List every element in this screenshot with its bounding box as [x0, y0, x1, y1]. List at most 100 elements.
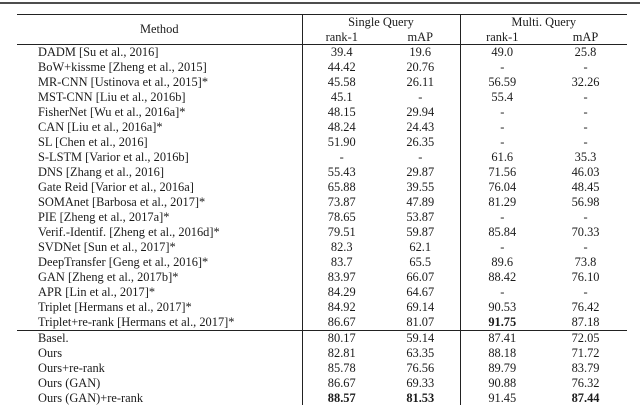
value-cell: 26.11	[381, 75, 461, 90]
value-cell: 29.87	[381, 165, 461, 180]
value-cell: 83.97	[327, 270, 356, 284]
column-header-single-rank1: rank-1	[302, 29, 381, 45]
method-cell: MST-CNN [Liu et al., 2016b]	[17, 90, 303, 105]
method-cell: SOMAnet [Barbosa et al., 2017]*	[17, 195, 303, 210]
value-cell: 76.32	[571, 376, 600, 390]
method-cell: Basel.	[17, 330, 303, 346]
value-cell: 56.59	[488, 75, 517, 89]
results-table: Method Single Query Multi. Query rank-1 …	[17, 14, 628, 405]
value-cell: -	[583, 135, 588, 149]
method-cell: DADM [Su et al., 2016]	[17, 44, 303, 60]
method-cell: DNS [Zhang et al., 2016]	[17, 165, 303, 180]
value-cell: 55.4	[491, 90, 514, 104]
value-cell: 89.6	[491, 255, 514, 269]
method-cell: Ours	[17, 346, 303, 361]
value-cell: 81.53	[381, 391, 461, 405]
value-cell: 55.43	[327, 165, 356, 179]
value-cell: -	[500, 135, 505, 149]
value-cell: 49.0	[491, 45, 514, 59]
table-row: MST-CNN [Liu et al., 2016b] 45.1 - 55.4 -	[17, 90, 627, 105]
value-cell: 76.04	[488, 180, 517, 194]
value-cell: 81.29	[488, 195, 517, 209]
table-row: Verif.-Identif. [Zheng et al., 2016d]* 79…	[17, 225, 627, 240]
value-cell: 59.14	[381, 330, 461, 346]
value-cell: 86.67	[327, 376, 356, 390]
value-cell: -	[583, 60, 588, 74]
value-cell: 85.84	[488, 225, 517, 239]
table-row: GAN [Zheng et al., 2017b]* 83.97 66.07 88.4…	[17, 270, 627, 285]
value-cell: 29.94	[381, 105, 461, 120]
value-cell: 65.88	[327, 180, 356, 194]
value-cell: 87.41	[460, 330, 545, 346]
value-cell: 26.35	[381, 135, 461, 150]
value-cell: 39.55	[381, 180, 461, 195]
value-cell: 73.87	[327, 195, 356, 209]
method-cell: S-LSTM [Varior et al., 2016b]	[17, 150, 303, 165]
value-cell: -	[500, 105, 505, 119]
value-cell: -	[500, 210, 505, 224]
value-cell: 45.58	[327, 75, 356, 89]
value-cell: 76.10	[571, 270, 600, 284]
value-cell: 84.92	[327, 300, 356, 314]
value-cell: -	[583, 120, 588, 134]
table-row: CAN [Liu et al., 2016a]* 48.24 24.43 - -	[17, 120, 627, 135]
table-row: BoW+kissme [Zheng et al., 2015] 44.42 20.7…	[17, 60, 627, 75]
value-cell: 76.42	[571, 300, 600, 314]
value-cell: -	[583, 285, 588, 299]
method-cell: Ours (GAN)	[17, 376, 303, 391]
table-row: APR [Lin et al., 2017]* 84.29 64.67 - -	[17, 285, 627, 300]
value-cell: 24.43	[381, 120, 461, 135]
method-cell: Ours (GAN)+re-rank	[17, 391, 303, 405]
column-header-method: Method	[17, 14, 303, 45]
value-cell: 51.90	[327, 135, 356, 149]
value-cell: 84.29	[327, 285, 356, 299]
value-cell: 82.3	[330, 240, 353, 254]
value-cell: 48.24	[327, 120, 356, 134]
value-cell: 63.35	[381, 346, 461, 361]
value-cell: -	[583, 105, 588, 119]
value-cell: 78.65	[327, 210, 356, 224]
value-cell: 88.18	[488, 346, 517, 360]
table-row: Ours+re-rank 85.78 76.56 89.79 83.79	[17, 361, 627, 376]
method-cell: APR [Lin et al., 2017]*	[17, 285, 303, 300]
value-cell: 91.75	[488, 315, 517, 329]
table-row: Ours 82.81 63.35 88.18 71.72	[17, 346, 627, 361]
value-cell: 76.56	[381, 361, 461, 376]
method-cell: SL [Chen et al., 2016]	[17, 135, 303, 150]
method-cell: Triplet+re-rank [Hermans et al., 2017]*	[17, 315, 303, 331]
method-cell: PIE [Zheng et al., 2017a]*	[17, 210, 303, 225]
table-row: SOMAnet [Barbosa et al., 2017]* 73.87 47.8…	[17, 195, 627, 210]
column-group-multi-query: Multi. Query	[511, 15, 577, 29]
method-cell: DeepTransfer [Geng et al., 2016]*	[17, 255, 303, 270]
table-row: Ours (GAN) 86.67 69.33 90.88 76.32	[17, 376, 627, 391]
table-row: Ours (GAN)+re-rank 88.57 81.53 91.45 87.44	[17, 391, 627, 405]
value-cell: -	[500, 60, 505, 74]
value-cell: 73.8	[574, 255, 597, 269]
value-cell: 32.26	[571, 75, 600, 89]
table-row: DeepTransfer [Geng et al., 2016]* 83.7 65.…	[17, 255, 627, 270]
page-top-rule	[0, 2, 640, 4]
table-row: Gate Reid [Varior et al., 2016a] 65.88 39.…	[17, 180, 627, 195]
table-row: SVDNet [Sun et al., 2017]* 82.3 62.1 - -	[17, 240, 627, 255]
value-cell: 81.07	[381, 315, 461, 331]
table-row: SL [Chen et al., 2016] 51.90 26.35 - -	[17, 135, 627, 150]
value-cell: 59.87	[381, 225, 461, 240]
value-cell: 66.07	[381, 270, 461, 285]
value-cell: 44.42	[327, 60, 356, 74]
value-cell: 90.88	[488, 376, 517, 390]
method-cell: FisherNet [Wu et al., 2016a]*	[17, 105, 303, 120]
value-cell: 47.89	[381, 195, 461, 210]
value-cell: -	[583, 90, 588, 104]
column-header-multi-map: mAP	[544, 29, 628, 45]
value-cell: 86.67	[327, 315, 356, 329]
group-header-row: Method Single Query Multi. Query	[17, 14, 627, 45]
column-group-single-query: Single Query	[302, 14, 461, 29]
table-row: Triplet+re-rank [Hermans et al., 2017]* 8…	[17, 315, 627, 331]
value-cell: 35.3	[574, 150, 597, 164]
value-cell: 71.56	[488, 165, 517, 179]
value-cell: 69.33	[381, 376, 461, 391]
method-cell: GAN [Zheng et al., 2017b]*	[17, 270, 303, 285]
value-cell: 85.78	[327, 361, 356, 375]
value-cell: 39.4	[330, 45, 353, 59]
value-cell: 83.7	[330, 255, 353, 269]
